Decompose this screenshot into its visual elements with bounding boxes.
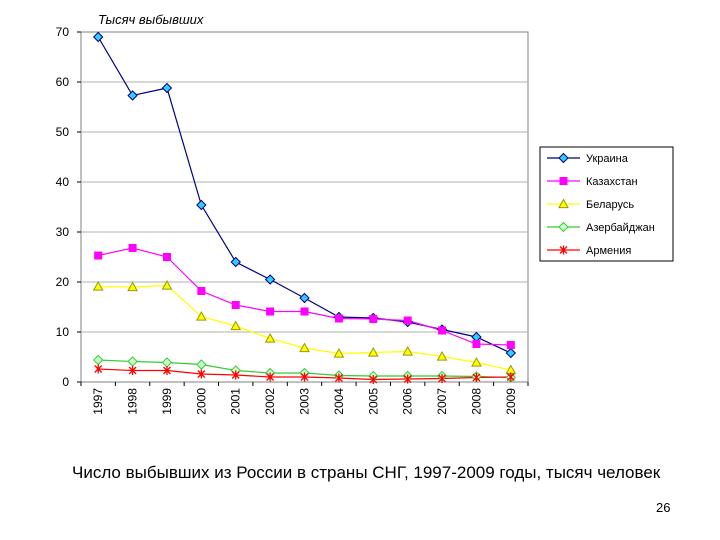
series-2-point bbox=[506, 341, 515, 349]
legend-item-3: Беларусь bbox=[547, 198, 634, 211]
series-3-point bbox=[333, 347, 345, 358]
x-tick-label: 1998 bbox=[126, 388, 140, 415]
series-3-point bbox=[92, 280, 104, 291]
x-tick-label: 2006 bbox=[401, 388, 415, 415]
series-3-point bbox=[230, 320, 242, 331]
legend-marker bbox=[558, 198, 569, 209]
series-2-point bbox=[266, 307, 275, 316]
x-tick-label: 2004 bbox=[332, 388, 346, 415]
y-tick-label: 60 bbox=[56, 75, 70, 89]
legend: Украина Казахстан Беларусь Азербайджан Армен… bbox=[539, 146, 674, 262]
series-2-point bbox=[369, 315, 378, 323]
series-4-point bbox=[196, 359, 207, 370]
series-2-point bbox=[472, 340, 481, 348]
series-2-point bbox=[300, 307, 309, 316]
series-1-point bbox=[230, 256, 241, 268]
y-tick-label: 0 bbox=[62, 375, 69, 389]
series-5-point bbox=[197, 369, 206, 379]
x-axis-ticks: 1997 1998 1999 2000 2001 2002 2003 2004 2005 2006… bbox=[80, 382, 529, 415]
series-2-point bbox=[231, 301, 240, 309]
series-3-point bbox=[436, 350, 448, 361]
y-tick-label: 50 bbox=[56, 125, 70, 139]
series-2-point bbox=[162, 253, 171, 261]
series-3-points bbox=[92, 279, 517, 375]
series-3-point bbox=[161, 279, 173, 290]
series-5-point bbox=[94, 364, 103, 374]
series-2-point bbox=[438, 326, 447, 335]
legend-label: Казахстан bbox=[586, 176, 638, 188]
series-1-point bbox=[505, 347, 517, 359]
series-5-point bbox=[438, 374, 446, 383]
x-tick-label: 1999 bbox=[160, 388, 174, 415]
series-3-point bbox=[471, 356, 482, 367]
series-1-point bbox=[299, 292, 310, 304]
line-chart: 0 10 20 30 40 50 60 70 1997 1998 1999 2000 2001 2002… bbox=[56, 12, 674, 415]
series-5-point bbox=[369, 375, 378, 384]
series-5-point bbox=[403, 374, 412, 384]
legend-marker bbox=[558, 152, 569, 164]
y-tick-label: 40 bbox=[56, 175, 70, 189]
series-1-point bbox=[127, 90, 138, 101]
legend-item-5: Армения bbox=[547, 245, 631, 257]
series-3-point bbox=[402, 345, 414, 356]
series-2-points bbox=[94, 244, 515, 349]
series-5-point bbox=[266, 372, 275, 382]
series-5-points bbox=[94, 364, 515, 384]
y-tick-label: 20 bbox=[56, 275, 70, 289]
x-tick-label: 2001 bbox=[229, 388, 243, 415]
series-5-point bbox=[506, 372, 515, 382]
page-number: 26 bbox=[656, 500, 671, 515]
y-tick-label: 10 bbox=[56, 325, 70, 339]
series-2-point bbox=[94, 251, 103, 260]
series-5-point bbox=[128, 366, 137, 375]
legend-item-4: Азербайджан bbox=[547, 221, 655, 234]
x-tick-label: 2002 bbox=[263, 388, 277, 415]
x-tick-label: 2003 bbox=[298, 388, 312, 415]
legend-item-1: Украина bbox=[547, 152, 629, 165]
legend-item-2: Казахстан bbox=[547, 176, 638, 188]
series-2-point bbox=[197, 287, 206, 295]
y-tick-label: 30 bbox=[56, 225, 70, 239]
series-2-point bbox=[128, 244, 137, 252]
y-axis-ticks: 0 10 20 30 40 50 60 70 bbox=[56, 25, 81, 389]
legend-marker bbox=[559, 177, 568, 185]
series-1-point bbox=[264, 274, 276, 285]
legend-label: Украина bbox=[586, 153, 629, 165]
x-tick-label: 1997 bbox=[91, 388, 105, 415]
series-2-point bbox=[403, 316, 412, 325]
y-axis-label: Тысяч выбывших bbox=[98, 12, 204, 27]
x-tick-label: 2000 bbox=[194, 388, 208, 415]
legend-marker bbox=[559, 245, 568, 255]
series-markers bbox=[92, 31, 517, 384]
series-2-point bbox=[334, 314, 343, 323]
x-tick-label: 2005 bbox=[366, 388, 380, 415]
series-1-point bbox=[92, 31, 104, 43]
y-tick-label: 70 bbox=[56, 25, 70, 39]
series-5-point bbox=[163, 366, 171, 375]
x-tick-label: 2007 bbox=[435, 388, 449, 415]
series-3-point bbox=[195, 310, 207, 321]
legend-marker bbox=[558, 221, 569, 233]
legend-label: Азербайджан bbox=[586, 222, 655, 234]
series-3-point bbox=[299, 342, 310, 353]
plot-area bbox=[80, 31, 529, 383]
series-3-point bbox=[127, 281, 138, 292]
x-tick-label: 2008 bbox=[469, 388, 483, 415]
x-tick-label: 2009 bbox=[504, 388, 518, 415]
series-3-point bbox=[264, 332, 276, 343]
series-3-point bbox=[367, 346, 379, 357]
series-1-point bbox=[161, 82, 173, 94]
series-5-point bbox=[334, 373, 343, 383]
series-5-point bbox=[472, 373, 481, 382]
series-5-point bbox=[231, 370, 240, 380]
series-1-point bbox=[196, 199, 207, 211]
legend-label: Беларусь bbox=[586, 199, 634, 211]
legend-label: Армения bbox=[586, 245, 631, 257]
chart-caption: Число выбывших из России в страны СНГ, 1… bbox=[72, 463, 661, 482]
series-5-point bbox=[300, 372, 309, 382]
